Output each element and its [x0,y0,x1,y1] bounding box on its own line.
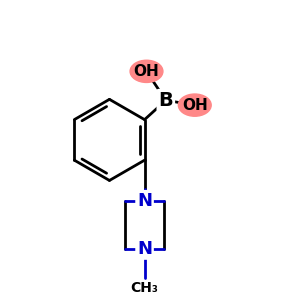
Text: OH: OH [134,64,159,79]
Ellipse shape [178,94,211,116]
Text: CH₃: CH₃ [130,281,158,295]
Text: N: N [137,192,152,210]
Text: OH: OH [182,98,208,112]
Text: N: N [137,240,152,258]
Text: B: B [158,91,173,110]
Ellipse shape [130,60,163,82]
